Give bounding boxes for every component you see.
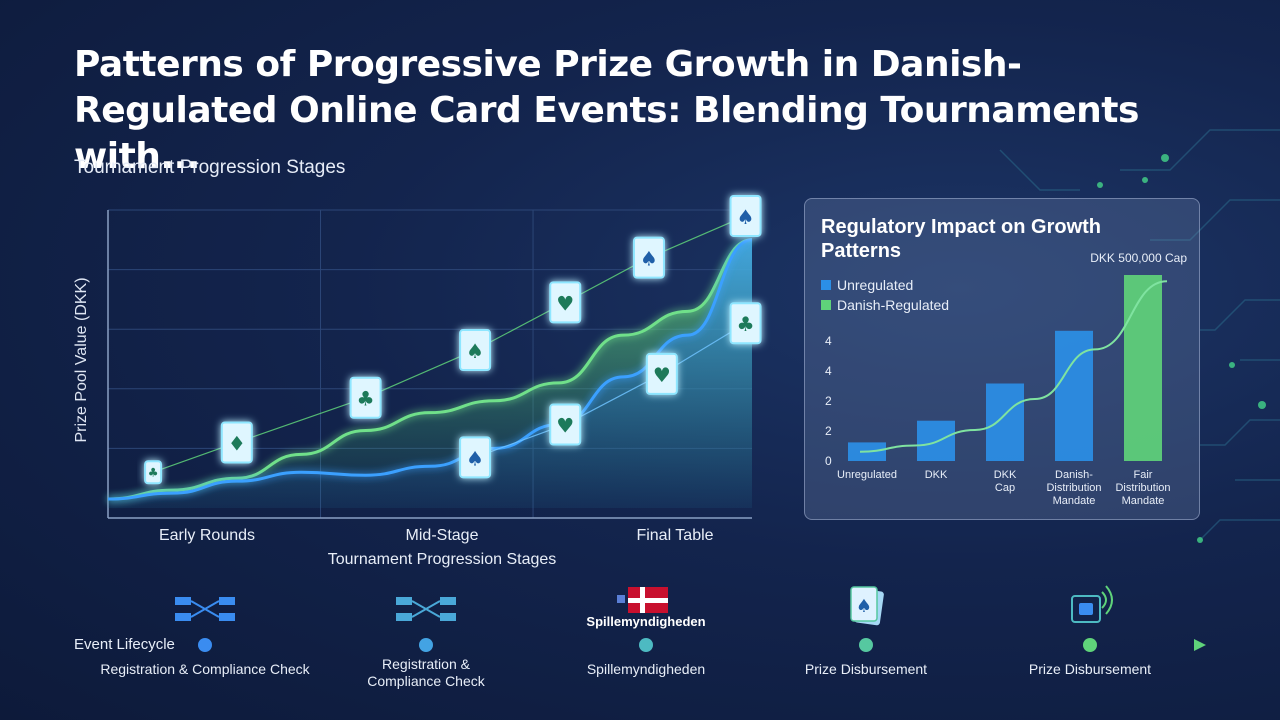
lifecycle-step-label: Prize Disbursement xyxy=(804,661,928,677)
legend-item-danish-regulated: Danish-Regulated xyxy=(821,297,949,313)
svg-text:♠: ♠ xyxy=(856,596,872,617)
bar-category-label: DKK Cap xyxy=(993,469,1017,494)
card-face xyxy=(645,352,678,395)
legend-label: Danish-Regulated xyxy=(837,297,950,313)
timeline-node xyxy=(859,638,873,652)
flow-icon xyxy=(175,597,235,621)
legend-item-unregulated: Unregulated xyxy=(821,277,913,293)
blue-series-line xyxy=(107,238,753,501)
flow-icon xyxy=(396,597,456,621)
legend-swatch xyxy=(821,280,831,290)
x-axis-label: Tournament Progression Stages xyxy=(327,551,557,568)
timeline-node xyxy=(1083,638,1097,652)
lifecycle-step-label: Spillemyndigheden xyxy=(586,661,706,677)
playing-card-marker: ♣ xyxy=(729,302,762,345)
card-face xyxy=(459,329,492,372)
trend-line xyxy=(859,280,1168,453)
x-tick-label: Early Rounds xyxy=(158,527,256,544)
playing-card-icon: ♠ xyxy=(850,586,884,626)
bar-category-label: DKK xyxy=(924,469,948,481)
card-face xyxy=(144,460,163,485)
diamond-icon: ♦ xyxy=(228,431,246,455)
lifecycle-step-label: Prize Disbursement xyxy=(1028,661,1152,677)
timeline-node xyxy=(419,638,433,652)
x-tick-label: Mid-Stage xyxy=(405,527,479,544)
club-icon: ♣ xyxy=(148,466,159,480)
danish-flag-icon xyxy=(617,587,668,613)
card-face xyxy=(349,376,382,419)
card-face xyxy=(729,194,762,237)
y-tick-label: 2 xyxy=(825,424,832,438)
blue-series-area xyxy=(108,239,752,508)
y-tick-label: 0 xyxy=(825,454,832,468)
playing-card-marker: ♠ xyxy=(729,194,762,237)
y-tick-label: 4 xyxy=(825,334,832,348)
card-face xyxy=(220,421,253,464)
bar xyxy=(986,383,1024,461)
y-tick-label: 4 xyxy=(825,364,832,378)
spade-icon: ♠ xyxy=(737,205,755,229)
cap-annotation: DKK 500,000 Cap xyxy=(1090,251,1187,265)
legend-label: Unregulated xyxy=(837,277,914,293)
playing-card-marker: ♦ xyxy=(220,421,253,464)
playing-card-marker: ♣ xyxy=(349,376,382,419)
card-face xyxy=(632,236,665,279)
club-icon: ♣ xyxy=(357,387,375,411)
heart-icon: ♥ xyxy=(653,363,671,387)
y-tick-label: 2 xyxy=(825,394,832,408)
authority-name: Spillemyndigheden xyxy=(586,614,706,629)
card-link-line xyxy=(648,215,746,259)
spade-icon: ♠ xyxy=(466,339,484,363)
timeline-node xyxy=(198,638,212,652)
card-face xyxy=(549,281,582,324)
bar xyxy=(1124,275,1162,461)
lifecycle-step-label: Registration & Compliance Check xyxy=(367,656,485,689)
card-link-line xyxy=(365,349,476,399)
legend-swatch xyxy=(821,300,831,310)
regulatory-bar-chart: 0 2 2 4 4 xyxy=(825,275,1168,468)
timeline-node xyxy=(639,638,653,652)
heart-icon: ♥ xyxy=(556,414,574,438)
bar-category-label: Danish-Distribution Mandate xyxy=(1046,469,1102,507)
bar-category-label: Fair Distribution Mandate xyxy=(1115,469,1171,507)
bar xyxy=(1055,330,1093,461)
playing-card-marker: ♥ xyxy=(549,403,582,446)
green-series-line xyxy=(107,238,753,501)
card-face xyxy=(549,403,582,446)
playing-card-marker: ♠ xyxy=(632,236,665,279)
timeline-arrow-icon xyxy=(1194,639,1206,651)
heart-icon: ♥ xyxy=(556,291,574,315)
card-face xyxy=(729,302,762,345)
card-face xyxy=(459,436,492,479)
card-link-line xyxy=(564,373,663,426)
lifecycle-step-label: Registration & Compliance Check xyxy=(100,661,310,677)
x-tick-label: Final Table xyxy=(636,527,714,544)
playing-card-marker: ♠ xyxy=(459,329,492,372)
chart-subtitle: Tournament Progression Stages xyxy=(74,157,346,178)
secure-payment-icon xyxy=(1071,585,1113,623)
lifecycle-label: Event Lifecycle xyxy=(74,636,175,653)
regulatory-impact-panel: 0 2 2 4 4 Regulatory Impact on Growth Patter… xyxy=(804,198,1200,520)
playing-card-marker: ♠ xyxy=(459,436,492,479)
card-link-line xyxy=(236,397,366,444)
playing-card-marker: ♥ xyxy=(549,281,582,324)
playing-card-marker: ♣ xyxy=(144,460,163,485)
club-icon: ♣ xyxy=(737,312,755,336)
bar xyxy=(917,420,955,461)
page-title: Patterns of Progressive Prize Growth in … xyxy=(74,44,1139,177)
spade-icon: ♠ xyxy=(466,446,484,470)
panel-title: Regulatory Impact on Growth Patterns xyxy=(821,216,1102,262)
bar-category-label: Unregulated xyxy=(837,469,897,481)
playing-card-marker: ♥ xyxy=(645,352,678,395)
spade-icon: ♠ xyxy=(640,247,658,271)
